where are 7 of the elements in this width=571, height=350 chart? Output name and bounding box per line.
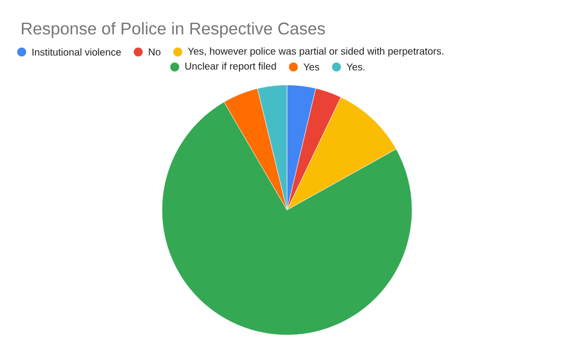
legend-label: Yes. <box>346 64 364 70</box>
chart-title: Response of Police in Respective Cases <box>22 22 325 38</box>
legend-label: Yes, however police was partial or sided with perpetrators. <box>188 47 444 57</box>
legend-label: No <box>148 48 160 56</box>
legend-label: Institutional violence <box>32 48 121 56</box>
legend-label: Yes <box>304 64 320 70</box>
legend-label: Unclear if report filed <box>185 62 276 72</box>
